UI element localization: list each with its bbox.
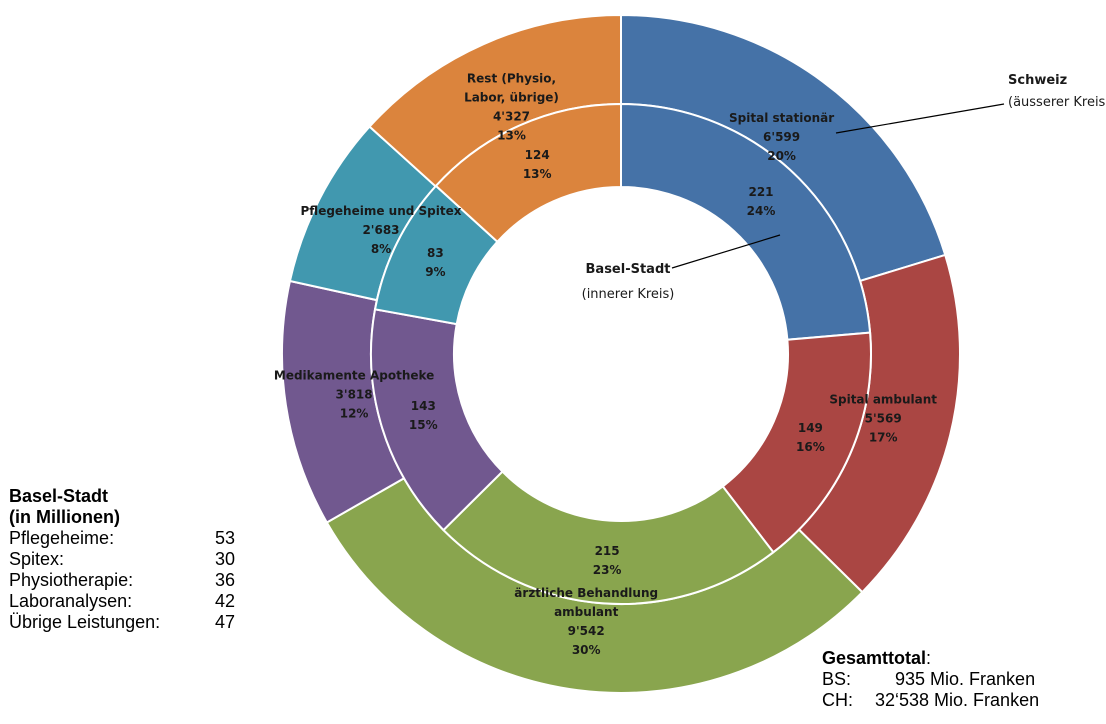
totals-heading-colon: :: [926, 648, 932, 668]
outer-ring: [281, 13, 961, 694]
totals-bs-value: 935 Mio. Franken: [870, 669, 1036, 689]
segment-labels: Spital stationär 6'599 20% Spital ambulant 5…: [274, 72, 937, 658]
breakdown-value: 53: [215, 528, 236, 548]
totals-heading: Gesamttotal:: [822, 648, 1039, 669]
inner-callout-subtitle: (innerer Kreis): [582, 287, 675, 302]
totals-row-bs: BS: 935 Mio. Franken: [822, 669, 1039, 690]
basel-stadt-breakdown: Basel-Stadt (in Millionen) Pflegeheime: 5…: [9, 486, 255, 633]
breakdown-value: 36: [215, 570, 236, 590]
outer-segment-label: Spital stationär 6'599 20%: [729, 111, 834, 163]
breakdown-name: Laboranalysen:: [9, 591, 133, 611]
outer-segment-label: Rest (Physio, Labor, übrige) 4'327 13%: [464, 72, 559, 143]
breakdown-name: Pflegeheime:: [9, 528, 115, 548]
totals-panel: Gesamttotal: BS: 935 Mio. Franken CH: 32…: [822, 648, 1039, 711]
breakdown-row: Übrige Leistungen: 47: [9, 612, 255, 633]
outer-callout-title: Schweiz: [1008, 73, 1067, 88]
inner-ring: [370, 102, 872, 605]
inner-segment-label: 124 13%: [523, 148, 552, 181]
breakdown-name: Spitex:: [9, 549, 65, 569]
totals-heading-text: Gesamttotal: [822, 648, 927, 668]
breakdown-row: Spitex: 30: [9, 549, 255, 570]
breakdown-row: Physiotherapie: 36: [9, 570, 255, 591]
outer-segment-label: Medikamente Apotheke 3'818 12%: [274, 369, 434, 421]
breakdown-row: Laboranalysen: 42: [9, 591, 255, 612]
breakdown-subtitle: (in Millionen): [9, 507, 120, 527]
inner-segment-label: 149 16%: [796, 421, 825, 454]
outer-segment-label: ärztliche Behandlung ambulant 9'542 30%: [514, 586, 658, 657]
inner-ring-segment: [620, 102, 872, 341]
breakdown-title: Basel-Stadt: [9, 486, 109, 506]
breakdown-value: 47: [215, 612, 236, 632]
totals-bs-label: BS:: [822, 669, 852, 689]
outer-callout-subtitle: (äusserer Kreis): [1008, 95, 1106, 110]
totals-ch-value: 32‘538 Mio. Franken: [870, 690, 1040, 710]
breakdown-name: Übrige Leistungen:: [9, 612, 161, 632]
breakdown-row: Pflegeheime: 53: [9, 528, 255, 549]
outer-segment-label: Pflegeheime und Spitex 2'683 8%: [301, 204, 462, 256]
inner-ring-segment: [434, 102, 622, 244]
inner-callout-title: Basel-Stadt: [586, 262, 671, 277]
inner-segment-label: 143 15%: [409, 399, 438, 432]
totals-row-ch: CH: 32‘538 Mio. Franken: [822, 690, 1039, 711]
outer-segment-label: Spital ambulant 5'569 17%: [829, 393, 937, 445]
inner-callout-line: [671, 234, 781, 269]
breakdown-value: 30: [215, 549, 236, 569]
totals-ch-label: CH:: [822, 690, 853, 710]
outer-callout-line: [835, 103, 1005, 134]
breakdown-value: 42: [215, 591, 236, 611]
inner-ring-segment: [442, 470, 775, 605]
inner-segment-label: 221 24%: [747, 185, 776, 218]
breakdown-name: Physiotherapie:: [9, 570, 134, 590]
inner-segment-label: 83 9%: [425, 246, 445, 279]
inner-segment-label: 215 23%: [593, 544, 622, 577]
